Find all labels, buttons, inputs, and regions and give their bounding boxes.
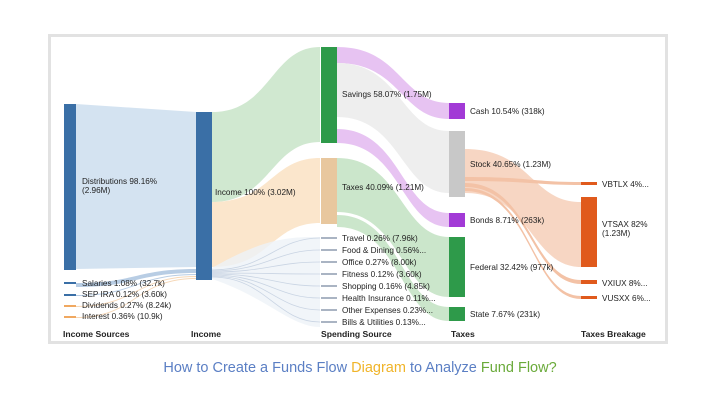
diagram-frame: Distributions 98.16% (2.96M) Salaries 1.… xyxy=(48,34,668,344)
node-salaries[interactable] xyxy=(64,282,76,284)
link-income-taxes xyxy=(212,158,320,267)
node-cash[interactable] xyxy=(449,103,465,119)
link-income-savings xyxy=(212,47,320,202)
node-income[interactable] xyxy=(196,112,212,280)
label-vtsax-1: VTSAX 82% xyxy=(602,220,648,229)
label-taxes: Taxes 40.09% (1.21M) xyxy=(342,183,424,192)
label-other: Other Expenses 0.23%... xyxy=(342,306,433,315)
label-savings: Savings 58.07% (1.75M) xyxy=(342,90,432,99)
node-vxiux[interactable] xyxy=(581,280,597,284)
label-health: Health Insurance 0.11%... xyxy=(342,294,436,303)
column-income-sources: Income Sources xyxy=(63,329,130,339)
label-salaries: Salaries 1.08% (32.7k) xyxy=(82,279,165,288)
link-salaries-income xyxy=(76,269,196,287)
label-stock: Stock 40.65% (1.23M) xyxy=(470,160,551,169)
label-dividends: Dividends 0.27% (8.24k) xyxy=(82,301,171,310)
label-fitness: Fitness 0.12% (3.60k) xyxy=(342,270,422,279)
column-spending-source: Spending Source xyxy=(321,329,392,339)
label-bonds: Bonds 8.71% (263k) xyxy=(470,216,544,225)
node-taxes[interactable] xyxy=(321,158,337,224)
label-state: State 7.67% (231k) xyxy=(470,310,540,319)
node-dividends[interactable] xyxy=(64,305,76,307)
expense-threads xyxy=(211,237,321,323)
column-taxes-breakage: Taxes Breakage xyxy=(581,329,646,339)
label-income: Income 100% (3.02M) xyxy=(215,188,296,197)
label-federal: Federal 32.42% (977k) xyxy=(470,263,554,272)
node-state[interactable] xyxy=(449,307,465,321)
caption-part-1: How to Create a Funds Flow xyxy=(163,360,352,376)
node-distributions[interactable] xyxy=(64,104,76,270)
link-dividends-income xyxy=(76,276,196,307)
node-vbtlx[interactable] xyxy=(581,182,597,185)
caption-part-3: to Analyze xyxy=(405,360,481,376)
caption-part-2: Diagram xyxy=(351,360,406,376)
link-savings-bonds xyxy=(337,129,449,227)
label-travel: Travel 0.26% (7.96k) xyxy=(342,234,418,243)
label-bills: Bills & Utilities 0.13%... xyxy=(342,318,426,327)
expense-nodes xyxy=(321,237,337,323)
link-savings-cash xyxy=(337,47,449,119)
label-shopping: Shopping 0.16% (4.85k) xyxy=(342,282,430,291)
node-stock[interactable] xyxy=(449,131,465,197)
link-taxes-federal xyxy=(337,158,449,297)
node-vtsax[interactable] xyxy=(581,197,597,267)
label-vbtlx: VBTLX 4%... xyxy=(602,180,649,189)
label-food: Food & Dining 0.56%... xyxy=(342,246,426,255)
link-sep-ira-income xyxy=(76,274,196,296)
label-office: Office 0.27% (8.00k) xyxy=(342,258,417,267)
label-interest: Interest 0.36% (10.9k) xyxy=(82,312,163,321)
label-vusxx: VUSXX 6%... xyxy=(602,294,651,303)
column-taxes: Taxes xyxy=(451,329,475,339)
node-federal[interactable] xyxy=(449,237,465,297)
node-sep-ira[interactable] xyxy=(64,294,76,296)
link-taxes-state xyxy=(337,215,449,321)
link-interest-income xyxy=(76,278,196,318)
label-vtsax-2: (1.23M) xyxy=(602,229,630,238)
caption-part-4: Fund Flow? xyxy=(480,360,557,376)
sankey-diagram: Distributions 98.16% (2.96M) Salaries 1.… xyxy=(63,47,651,339)
link-savings-stock xyxy=(337,63,449,193)
column-income: Income xyxy=(191,329,221,339)
link-stock-vbtlx xyxy=(465,177,581,185)
page-caption: How to Create a Funds Flow Diagram to An… xyxy=(0,360,720,376)
label-vxiux: VXIUX 8%... xyxy=(602,279,648,288)
node-bonds[interactable] xyxy=(449,213,465,227)
label-cash: Cash 10.54% (318k) xyxy=(470,107,545,116)
link-distributions-income xyxy=(76,104,196,269)
label-distributions-1: Distributions 98.16% xyxy=(82,177,157,186)
node-interest[interactable] xyxy=(64,316,76,318)
node-savings[interactable] xyxy=(321,47,337,143)
label-distributions-2: (2.96M) xyxy=(82,186,110,195)
label-sep-ira: SEP IRA 0.12% (3.60k) xyxy=(82,290,167,299)
node-vusxx[interactable] xyxy=(581,296,597,299)
link-income-expenses xyxy=(212,237,320,327)
